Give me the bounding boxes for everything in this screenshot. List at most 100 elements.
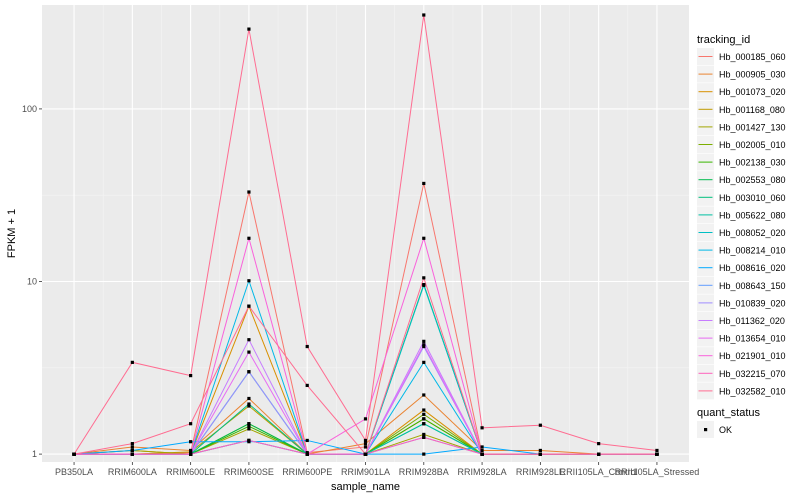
legend-label: Hb_002138_030	[719, 158, 786, 168]
data-point	[363, 417, 368, 421]
data-point	[189, 450, 193, 454]
y-axis: 1 10 100	[22, 104, 42, 459]
shape-legend-marker	[704, 428, 708, 432]
data-point	[247, 27, 251, 31]
data-point	[422, 412, 426, 416]
legend-label: Hb_000185_060	[719, 52, 786, 62]
x-tick-label: RRII105LA_Control	[560, 467, 638, 477]
x-tick-label: RRIM600PE	[282, 467, 332, 477]
data-point	[597, 452, 601, 456]
data-point	[363, 438, 368, 443]
data-point	[305, 383, 309, 388]
data-point	[363, 452, 368, 456]
x-tick-label: PB350LA	[55, 467, 93, 477]
data-point	[480, 426, 484, 430]
x-tick-label: RRIM600LE	[166, 467, 215, 477]
legend-label: Hb_013654_010	[719, 334, 786, 344]
x-tick-label: RRIM901LA	[341, 467, 390, 477]
shape-legend-label: OK	[719, 425, 732, 435]
data-point	[247, 350, 251, 354]
legend-label: Hb_001168_080	[719, 105, 785, 115]
data-point	[247, 236, 251, 240]
data-point	[422, 283, 426, 287]
data-point	[247, 402, 251, 406]
data-point	[422, 276, 426, 280]
data-point	[655, 448, 659, 453]
data-point	[247, 422, 251, 426]
data-point	[247, 370, 251, 374]
data-point	[130, 445, 134, 449]
y-tick-label: 10	[27, 277, 37, 287]
data-point	[480, 452, 484, 456]
data-point	[422, 236, 426, 240]
data-point	[130, 442, 134, 446]
legend-label: Hb_000905_030	[719, 70, 786, 80]
x-tick-label: RRIM928LA	[458, 467, 507, 477]
data-point	[305, 344, 309, 349]
x-tick-label: RRIM600LA	[108, 467, 157, 477]
data-point	[130, 360, 134, 364]
data-point	[422, 422, 426, 426]
x-axis: PB350LA RRIM600LA RRIM600LE RRIM600SE RRIM60…	[55, 462, 699, 477]
y-tick-label: 1	[32, 449, 37, 459]
data-point	[597, 442, 601, 446]
data-point	[422, 417, 426, 421]
data-point	[247, 424, 251, 428]
data-point	[655, 452, 659, 456]
legend-label: Hb_011362_020	[719, 316, 785, 326]
legend-label: Hb_008214_010	[719, 246, 786, 256]
legend-label: Hb_010839_020	[719, 298, 786, 308]
data-point	[189, 452, 193, 456]
data-point	[247, 190, 251, 194]
data-point	[247, 427, 251, 431]
data-point	[305, 438, 309, 443]
data-point	[247, 438, 251, 443]
legend-label: Hb_032215_070	[719, 369, 786, 379]
x-axis-title: sample_name	[331, 481, 400, 493]
legend: tracking_id Hb_000185_060 Hb_000905_030 Hb…	[697, 34, 786, 438]
data-point	[422, 360, 426, 364]
legend-label: Hb_008052_020	[719, 228, 786, 238]
legend-label: Hb_002553_080	[719, 175, 786, 185]
legend-label: Hb_001073_020	[719, 87, 786, 97]
data-point	[363, 442, 368, 446]
y-tick-label: 100	[22, 104, 37, 114]
data-point	[130, 448, 134, 453]
data-point	[247, 396, 251, 401]
data-point	[247, 338, 251, 342]
data-point	[422, 181, 426, 186]
legend-label: Hb_005622_080	[719, 210, 786, 220]
legend-label: Hb_003010_060	[719, 193, 786, 203]
data-point	[538, 448, 542, 453]
data-point	[247, 304, 251, 308]
data-point	[422, 435, 426, 439]
data-point	[130, 452, 134, 456]
x-tick-label: RRIM600SE	[224, 467, 274, 477]
data-points	[72, 13, 659, 456]
data-point	[422, 408, 426, 412]
data-point	[538, 423, 542, 427]
y-axis-title: FPKM + 1	[6, 209, 18, 258]
data-point	[422, 339, 426, 343]
legend-label: Hb_001427_130	[719, 122, 786, 132]
x-tick-label: RRII105LA_Stressed	[615, 467, 700, 477]
data-point	[189, 440, 193, 444]
legend-label: Hb_021901_010	[719, 351, 786, 361]
data-point	[422, 344, 426, 349]
shape-legend-title: quant_status	[697, 407, 760, 419]
data-point	[247, 279, 251, 283]
x-tick-label: RRIM928BA	[399, 467, 449, 477]
data-point	[422, 13, 426, 17]
data-point	[480, 445, 484, 449]
legend-title: tracking_id	[697, 34, 750, 46]
x-tick-label: RRIM928LE	[516, 467, 565, 477]
data-point	[422, 432, 426, 437]
data-point	[72, 452, 76, 456]
data-point	[422, 393, 426, 397]
data-point	[363, 445, 368, 449]
data-point	[189, 373, 193, 378]
data-point	[538, 452, 542, 456]
legend-label: Hb_008643_150	[719, 281, 786, 291]
data-point	[305, 452, 309, 456]
data-point	[422, 452, 426, 456]
